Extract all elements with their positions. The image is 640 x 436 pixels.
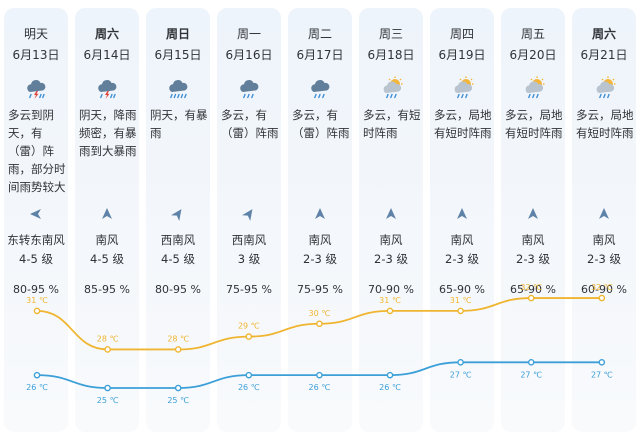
weather-description: 多云，有（雷）阵雨 <box>292 108 350 140</box>
weather-description: 多云，有短时阵雨 <box>363 108 421 140</box>
cloud-rain-icon <box>237 76 261 100</box>
humidity: 80-95 % <box>155 283 201 296</box>
wind-direction: 南风 <box>521 233 545 247</box>
wind-level: 4-5 级 <box>161 252 195 266</box>
sun-cloud-rain-icon <box>450 76 474 100</box>
wind-direction: 南风 <box>379 233 403 247</box>
day-name: 周六 <box>591 27 616 41</box>
wind-direction: 南风 <box>592 233 616 247</box>
wind-direction-arrow-icon <box>242 206 256 221</box>
weather-description: 多云，局地有短时阵雨 <box>434 108 492 140</box>
day-date: 6月19日 <box>438 48 486 62</box>
day-card: 周四 6月19日 多云，局地有短时阵雨 南风 2-3 级 65-90 % <box>430 8 494 432</box>
day-date: 6月14日 <box>83 48 131 62</box>
day-name: 周六 <box>94 27 119 41</box>
day-name: 周一 <box>236 27 261 41</box>
day-name: 周二 <box>307 27 332 41</box>
day-date: 6月21日 <box>580 48 628 62</box>
day-card: 周六 6月21日 多云，局地有短时阵雨 南风 2-3 级 60-90 % <box>572 8 636 432</box>
day-date: 6月17日 <box>296 48 344 62</box>
wind-level: 2-3 级 <box>516 252 550 266</box>
wind-level: 2-3 级 <box>374 252 408 266</box>
humidity: 85-95 % <box>84 283 130 296</box>
day-card: 周二 6月17日 多云，有（雷）阵雨 南风 2-3 级 75-95 % <box>288 8 352 432</box>
wind-level: 2-3 级 <box>303 252 337 266</box>
weather-description: 多云，局地有短时阵雨 <box>505 108 563 140</box>
wind-level: 4-5 级 <box>90 252 124 266</box>
weather-description: 多云，局地有短时阵雨 <box>576 108 634 140</box>
cloud-rain-icon <box>308 76 332 100</box>
day-date: 6月15日 <box>154 48 202 62</box>
weather-description: 阴天，降雨频密，有暴雨到大暴雨 <box>79 108 137 158</box>
day-card: 周五 6月20日 多云，局地有短时阵雨 南风 2-3 级 65-90 % <box>501 8 565 432</box>
wind-direction-arrow-icon <box>526 206 540 220</box>
humidity: 60-90 % <box>581 283 627 296</box>
humidity: 75-95 % <box>226 283 272 296</box>
humidity: 75-95 % <box>297 283 343 296</box>
wind-direction-arrow-icon <box>313 206 327 220</box>
day-card: 周三 6月18日 多云，有短时阵雨 南风 2-3 级 70-90 % <box>359 8 423 432</box>
wind-direction: 西南风 <box>160 233 196 247</box>
wind-direction: 南风 <box>95 233 119 247</box>
wind-direction: 东转东南风 <box>7 233 65 247</box>
day-name: 周三 <box>378 27 403 41</box>
thunderstorm-icon <box>95 76 119 100</box>
wind-direction: 南风 <box>308 233 332 247</box>
day-date: 6月18日 <box>367 48 415 62</box>
humidity: 65-90 % <box>510 283 556 296</box>
day-card: 周一 6月16日 多云，有（雷）阵雨 西南风 3 级 75-95 % <box>217 8 281 432</box>
weather-description: 阴天，有暴雨 <box>150 108 208 140</box>
wind-level: 2-3 级 <box>587 252 621 266</box>
day-card: 周六 6月14日 阴天，降雨频密，有暴雨到大暴雨 南风 4-5 级 85-95 … <box>75 8 139 432</box>
day-name: 周四 <box>449 27 474 41</box>
humidity: 70-90 % <box>368 283 414 296</box>
wind-direction: 南风 <box>450 233 474 247</box>
day-date: 6月16日 <box>225 48 273 62</box>
day-card: 明天 6月13日 多云到阴天，有（雷）阵雨，部分时间雨势较大 东转东南风 4-5… <box>4 8 68 432</box>
sun-cloud-rain-icon <box>592 76 616 100</box>
weather-description: 多云到阴天，有（雷）阵雨，部分时间雨势较大 <box>8 108 66 194</box>
wind-level: 2-3 级 <box>445 252 479 266</box>
wind-direction-arrow-icon <box>100 206 114 220</box>
humidity: 65-90 % <box>439 283 485 296</box>
wind-direction: 西南风 <box>231 233 267 247</box>
sun-cloud-rain-icon <box>521 76 545 100</box>
sun-cloud-rain-icon <box>379 76 403 100</box>
day-card: 周日 6月15日 阴天，有暴雨 西南风 4-5 级 80-95 % <box>146 8 210 432</box>
humidity: 80-95 % <box>13 283 59 296</box>
day-name: 周日 <box>165 27 190 41</box>
wind-direction-arrow-icon <box>384 206 398 220</box>
wind-level: 3 级 <box>237 252 261 266</box>
day-date: 6月20日 <box>509 48 557 62</box>
weather-description: 多云，有（雷）阵雨 <box>221 108 279 140</box>
day-name: 明天 <box>23 27 48 41</box>
heavy-rain-icon <box>166 76 190 100</box>
thunderstorm-icon <box>24 76 48 100</box>
day-name: 周五 <box>520 27 545 41</box>
wind-direction-arrow-icon <box>597 206 611 220</box>
wind-direction-arrow-icon <box>455 206 469 220</box>
wind-direction-arrow-icon <box>171 206 185 221</box>
wind-direction-arrow-icon <box>29 206 43 220</box>
day-date: 6月13日 <box>12 48 60 62</box>
wind-level: 4-5 级 <box>19 252 53 266</box>
